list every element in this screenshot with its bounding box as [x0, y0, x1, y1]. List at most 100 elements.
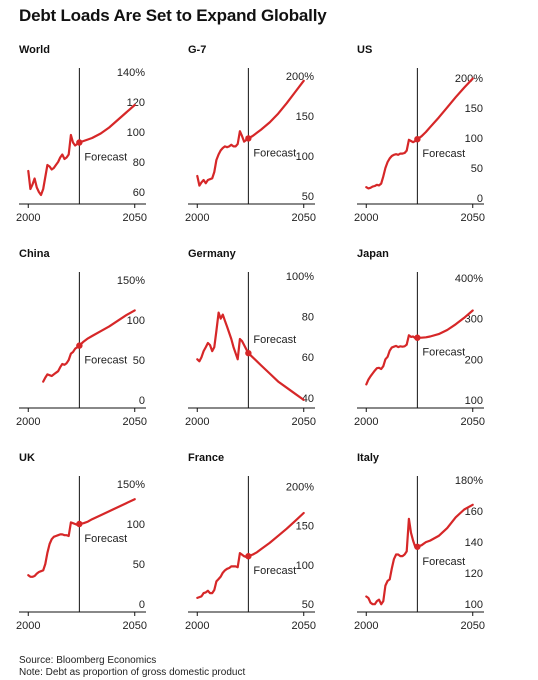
chart-panel-france: France 2000 2050 200% 150 100 50 Forecast: [185, 452, 358, 652]
panel-title: France: [188, 452, 225, 464]
panel-title: G-7: [188, 44, 207, 56]
x-tick-label: 2050: [122, 212, 146, 224]
y-tick-label: 150: [296, 521, 314, 533]
y-tick-label: 180%: [455, 475, 483, 487]
panel-title: US: [357, 44, 373, 56]
panel-title: UK: [19, 452, 35, 464]
y-tick-label: 40: [302, 393, 314, 405]
line-chart-germany: 2000 2050 100% 80 60 40 Forecast: [185, 271, 316, 428]
y-tick-label: 100: [127, 315, 145, 327]
y-tick-label: 150: [465, 103, 483, 115]
data-line: [365, 77, 474, 190]
y-tick-label: 0: [477, 193, 483, 205]
chart-panel-g7: G-7 2000 2050 200% 150 100 50 Forecast: [185, 44, 358, 244]
y-tick-label: 100: [465, 133, 483, 145]
chart-panel-us: US 2000 2050 200% 150 100 50 0 Forecast: [354, 44, 527, 244]
forecast-label: Forecast: [422, 556, 465, 568]
chart-panel-italy: Italy 2000 2050 180% 160 140 120 100 Forecast: [354, 452, 527, 652]
y-tick-label: 100: [127, 519, 145, 531]
x-tick-label: 2050: [460, 416, 484, 428]
y-tick-label: 100: [465, 395, 483, 407]
data-line: [196, 311, 305, 401]
y-tick-label: 140: [465, 537, 483, 549]
forecast-label: Forecast: [422, 347, 465, 359]
x-tick-label: 2000: [185, 620, 209, 632]
line-chart-japan: 2000 2050 400% 300 200 100 Forecast: [354, 272, 485, 428]
y-tick-label: 150%: [117, 479, 145, 491]
forecast-start-marker: [414, 136, 421, 143]
y-tick-label: 100: [465, 599, 483, 611]
x-tick-label: 2050: [460, 212, 484, 224]
x-tick-label: 2000: [354, 416, 378, 428]
line-chart-china: 2000 2050 150% 100 50 0 Forecast: [16, 272, 147, 428]
forecast-label: Forecast: [84, 533, 127, 545]
x-tick-label: 2000: [16, 620, 40, 632]
y-tick-label: 60: [302, 352, 314, 364]
x-tick-label: 2050: [460, 620, 484, 632]
y-tick-label: 50: [471, 163, 483, 175]
footer: Source: Bloomberg Economics Note: Debt a…: [19, 655, 245, 679]
forecast-start-marker: [76, 342, 83, 349]
source-note: Source: Bloomberg Economics: [19, 655, 157, 666]
y-tick-label: 200%: [286, 71, 314, 83]
forecast-label: Forecast: [253, 147, 296, 159]
forecast-start-marker: [245, 553, 252, 560]
y-tick-label: 200%: [455, 73, 483, 85]
forecast-start-marker: [245, 135, 252, 142]
forecast-start-marker: [414, 543, 421, 550]
y-tick-label: 300: [465, 314, 483, 326]
x-tick-label: 2000: [16, 416, 40, 428]
data-line: [42, 309, 136, 383]
panel-title: World: [19, 44, 50, 56]
page-title: Debt Loads Are Set to Expand Globally: [19, 6, 327, 25]
y-tick-label: 100: [296, 560, 314, 572]
y-tick-label: 50: [302, 191, 314, 203]
x-tick-label: 2050: [291, 620, 315, 632]
y-tick-label: 140%: [117, 67, 145, 79]
forecast-start-marker: [414, 334, 421, 341]
forecast-label: Forecast: [422, 148, 465, 160]
data-line: [196, 79, 305, 187]
data-line: [365, 503, 474, 606]
panel-title: Japan: [357, 248, 389, 260]
y-tick-label: 100: [127, 127, 145, 139]
chart-panel-germany: Germany 2000 2050 100% 80 60 40 Forecast: [185, 248, 358, 448]
panel-title: China: [19, 248, 50, 260]
y-tick-label: 120: [127, 97, 145, 109]
x-tick-label: 2000: [185, 212, 209, 224]
data-line: [196, 511, 305, 599]
y-tick-label: 0: [139, 599, 145, 611]
y-tick-label: 80: [133, 157, 145, 169]
y-tick-label: 50: [133, 355, 145, 367]
x-tick-label: 2000: [354, 212, 378, 224]
data-line: [27, 498, 136, 578]
x-tick-label: 2000: [16, 212, 40, 224]
y-tick-label: 200: [465, 354, 483, 366]
forecast-label: Forecast: [84, 355, 127, 367]
line-chart-world: 2000 2050 140% 120 100 80 60 Forecast: [16, 67, 147, 224]
chart-panel-world: World 2000 2050 140% 120 100 80 60 Forecast: [16, 44, 189, 244]
y-tick-label: 150: [296, 111, 314, 123]
x-tick-label: 2050: [291, 212, 315, 224]
data-line: [365, 309, 474, 386]
line-chart-uk: 2000 2050 150% 100 50 0 Forecast: [16, 476, 147, 632]
y-tick-label: 150%: [117, 275, 145, 287]
y-tick-label: 50: [133, 559, 145, 571]
line-chart-france: 2000 2050 200% 150 100 50 Forecast: [185, 476, 316, 632]
forecast-start-marker: [245, 349, 252, 357]
x-tick-label: 2050: [291, 416, 315, 428]
line-chart-g7: 2000 2050 200% 150 100 50 Forecast: [185, 68, 316, 224]
y-tick-label: 60: [133, 187, 145, 199]
forecast-label: Forecast: [84, 152, 127, 164]
y-tick-label: 400%: [455, 273, 483, 285]
line-chart-italy: 2000 2050 180% 160 140 120 100 Forecast: [354, 475, 485, 632]
forecast-start-marker: [76, 520, 83, 528]
data-line: [27, 103, 136, 197]
y-tick-label: 80: [302, 312, 314, 324]
chart-panel-uk: UK 2000 2050 150% 100 50 0 Forecast: [16, 452, 189, 652]
y-tick-label: 50: [302, 599, 314, 611]
x-tick-label: 2050: [122, 620, 146, 632]
y-tick-label: 160: [465, 506, 483, 518]
y-tick-label: 100: [296, 151, 314, 163]
forecast-start-marker: [76, 139, 83, 146]
